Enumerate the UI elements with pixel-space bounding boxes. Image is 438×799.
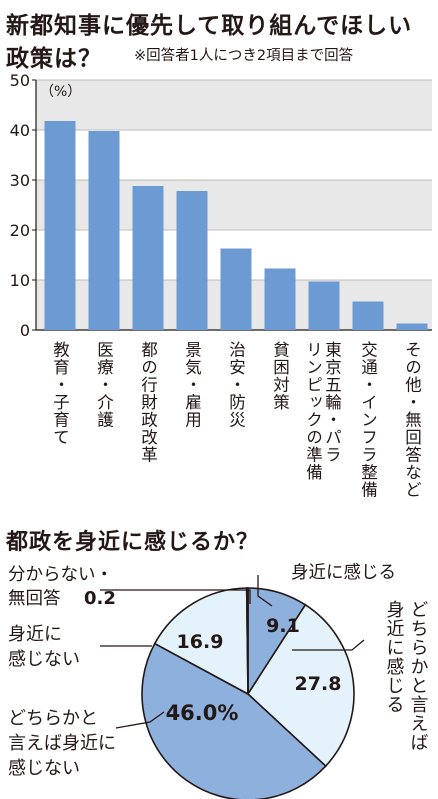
category-label-line: その他・無回答など <box>403 341 422 499</box>
leader-line <box>100 589 251 604</box>
category-label-line: 交通・インフラ整備 <box>359 341 378 499</box>
pie-title: 都政を身近に感じるか？ <box>6 530 260 555</box>
category-label: 教育・子育て <box>51 341 70 446</box>
pie-slice <box>246 603 355 768</box>
category-label-line: 治安・防災 <box>227 341 246 429</box>
bar <box>44 121 76 330</box>
category-label-line: 貧困対策 <box>271 341 290 411</box>
bar <box>264 268 296 330</box>
category-label-line: 教育・子育て <box>51 341 70 446</box>
pie-label-unknown: 分からない・ <box>8 565 113 585</box>
pie-label-close: 身近に感じる <box>291 563 396 583</box>
pie-slice <box>141 642 327 799</box>
pie-value-label-unknown: 0.2 <box>84 588 116 609</box>
leader-line <box>292 639 365 651</box>
bar <box>220 248 252 330</box>
pie-label-not-close: 身近に <box>8 624 62 645</box>
pie-label-somewhat-not-close: 言えば身近に <box>8 733 116 754</box>
unit-label: （%） <box>40 84 81 100</box>
category-label: 交通・インフラ整備 <box>359 341 378 499</box>
pie-value-label: 9.1 <box>266 615 300 637</box>
pie-label-somewhat-not-close: どちらかと <box>8 708 98 729</box>
category-label-line: 医療・介護 <box>95 341 114 429</box>
category-label: 景気・雇用 <box>183 341 202 429</box>
pie-value-label: 16.9 <box>177 631 224 653</box>
category-label: 貧困対策 <box>271 341 290 411</box>
pie-slice <box>153 587 249 696</box>
leader-line <box>257 575 273 607</box>
pie-label-unknown: 無回答 <box>8 589 61 609</box>
y-tick-label: 30 <box>10 171 30 190</box>
grid-band <box>36 80 432 130</box>
category-label: その他・無回答など <box>403 341 422 499</box>
category-label: 医療・介護 <box>95 341 114 429</box>
y-tick-label: 10 <box>10 271 30 290</box>
pie-label-somewhat-close: 身近に感じる <box>384 600 405 714</box>
pie-label-somewhat-close: どちらかと言えば <box>408 600 429 752</box>
y-tick-label: 40 <box>10 121 30 140</box>
bar <box>132 186 164 330</box>
bar <box>352 301 384 330</box>
category-label-line: 景気・雇用 <box>183 341 202 429</box>
bar <box>396 323 428 330</box>
y-tick-label: 50 <box>10 71 30 90</box>
pie-label-not-close: 感じない <box>8 649 80 670</box>
bar <box>176 191 208 330</box>
bar <box>88 131 120 330</box>
category-label-line: リンピックの準備 <box>304 341 323 481</box>
y-tick-label: 20 <box>10 221 30 240</box>
pie-label-somewhat-not-close: 感じない <box>8 758 80 779</box>
chart-note: ※回答者1人につき2項目まで回答 <box>134 48 354 64</box>
leader-line <box>115 711 165 729</box>
pie-value-label: 27.8 <box>295 673 342 695</box>
category-label-line: 東京五輪・パラ <box>323 341 342 464</box>
chart-title-line2: 政策は？ <box>6 46 102 72</box>
category-label-line: 都の行財政改革 <box>139 341 158 464</box>
y-tick-label: 0 <box>20 321 30 340</box>
pie-value-label: 46.0% <box>166 701 239 725</box>
pie-slice <box>245 587 249 695</box>
chart-title-line1: 新都知事に優先して取り組んでほしい <box>6 13 413 39</box>
bar-chart: 0 10 20 30 40 50 （%） 教育・子育て 医療・介護 都の行財政改革 景気・雇用 治安・… <box>10 71 432 499</box>
category-label: 都の行財政改革 <box>139 341 158 464</box>
category-label: 治安・防災 <box>227 341 246 429</box>
bar <box>308 281 340 330</box>
